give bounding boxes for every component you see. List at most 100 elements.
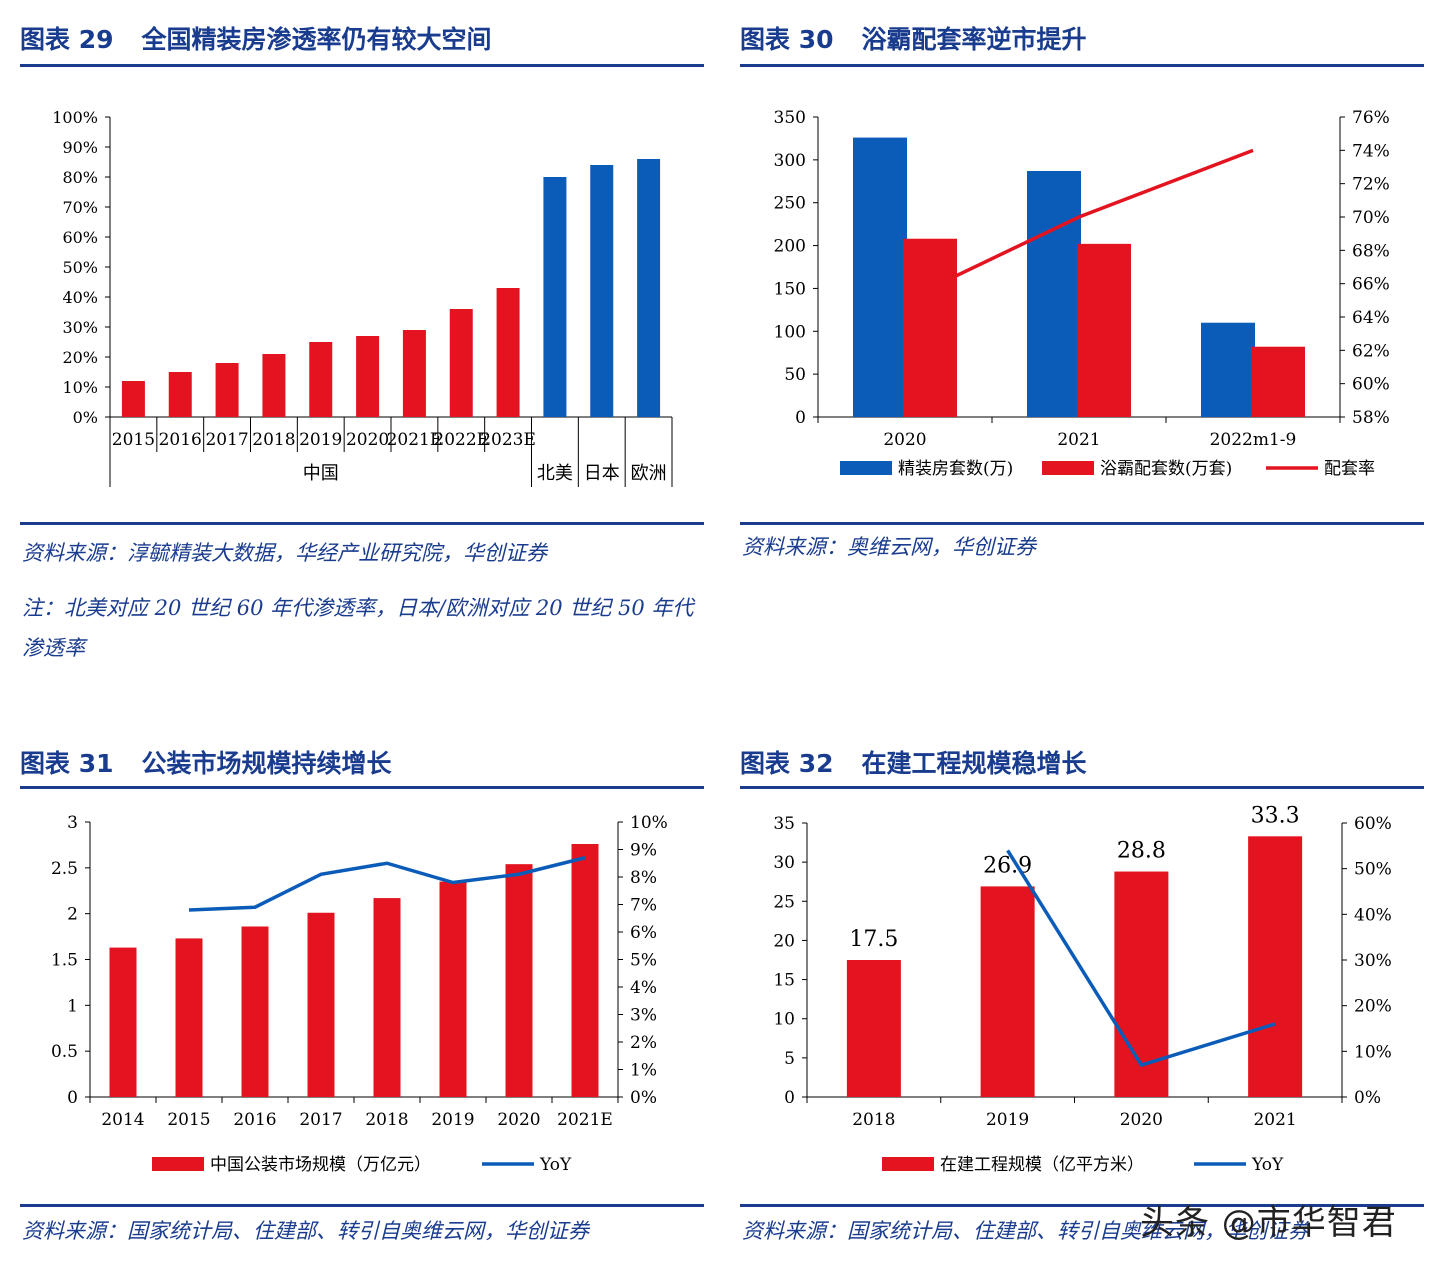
legend-swatch-bar: [840, 461, 892, 475]
bar-中国公装市场规模（万亿元）-2019: [439, 881, 467, 1097]
watermark: 头条 @市华智君: [1140, 1203, 1397, 1243]
data-label: 28.8: [1117, 839, 1166, 864]
bar-精装房套数(万)-2021: [1027, 171, 1081, 417]
x-tick-label: 2023E: [480, 430, 536, 450]
y-tick-label: 0%: [73, 408, 98, 427]
right-tick-label: 1%: [630, 1061, 657, 1081]
bar-浴霸配套数(万套)-2021: [1077, 243, 1131, 417]
line-配套率: [904, 148, 1254, 302]
bar-在建工程规模（亿平方米）-2019: [980, 886, 1035, 1097]
bar-2019: [309, 342, 333, 417]
legend-swatch-bar: [1042, 461, 1094, 475]
chart-32-title-text: 在建工程规模稳增长: [861, 749, 1087, 778]
right-tick-label: 72%: [1352, 175, 1390, 195]
x-tick-label: 2015: [167, 1110, 210, 1130]
group-label-china: 中国: [303, 463, 339, 484]
left-tick-label: 100: [774, 322, 806, 342]
left-tick-label: 2.5: [51, 859, 78, 879]
bar-2015: [121, 381, 145, 417]
left-tick-label: 15: [773, 971, 795, 991]
panel-chart-31: 图表 31 公装市场规模持续增长 0 0.5 1 1.5 2 2.5 3 0% 1% 2% 3% 4% 5…: [20, 744, 704, 1264]
y-tick-label: 50%: [62, 258, 98, 277]
panel-chart-32: 图表 32 在建工程规模稳增长 0 5 10 15 20 25 30 35 0% 10% 20% 30%…: [740, 744, 1424, 1264]
chart-30-top-rule: [740, 64, 1424, 67]
right-tick-label: 60%: [1352, 375, 1390, 395]
bar-2018: [262, 354, 286, 417]
bar-精装房套数(万)-2020: [853, 137, 907, 418]
chart-29-plot: 0%10%20%30%40%50%60%70%80%90%100%2015 201…: [52, 108, 673, 487]
chart-30-source: 资料来源：奥维云网，华创证券: [742, 535, 1036, 559]
x-tick-label: 2021E: [557, 1110, 613, 1130]
right-tick-label: 64%: [1352, 308, 1390, 328]
x-tick-label: 2019: [986, 1110, 1029, 1130]
chart-31-title-text: 公装市场规模持续增长: [141, 749, 392, 778]
y-tick-label: 70%: [62, 198, 98, 217]
left-tick-label: 250: [774, 194, 806, 214]
right-tick-label: 3%: [630, 1006, 657, 1026]
x-tick-label: 2022E: [433, 430, 489, 450]
chart-31-number: 图表 31: [20, 749, 114, 778]
right-tick-label: 68%: [1352, 241, 1390, 261]
y-tick-label: 100%: [52, 108, 98, 127]
chart-29-number: 图表 29: [20, 25, 114, 54]
group-label: 日本: [584, 463, 620, 484]
x-tick-label: 2021: [1253, 1110, 1296, 1130]
left-tick-label: 200: [774, 237, 806, 257]
bar-2016: [168, 372, 192, 417]
right-tick-label: 4%: [630, 978, 657, 998]
x-tick-label: 2021: [1057, 430, 1100, 450]
chart-31-top-rule: [20, 786, 704, 789]
group-label: 北美: [537, 463, 573, 484]
legend-label: 在建工程规模（亿平方米）: [940, 1155, 1144, 1175]
right-tick-label: 10%: [630, 813, 668, 833]
chart-30-title-text: 浴霸配套率逆市提升: [861, 25, 1087, 54]
right-tick-label: 40%: [1354, 905, 1392, 925]
right-tick-label: 66%: [1352, 275, 1390, 295]
left-tick-label: 30: [773, 853, 795, 873]
bar-中国公装市场规模（万亿元）-2020: [505, 864, 533, 1097]
panel-chart-30: 图表 30 浴霸配套率逆市提升 0 50 100 150 200 250 300 350 58% 6…: [740, 20, 1424, 580]
legend-label: 中国公装市场规模（万亿元）: [210, 1155, 431, 1175]
left-tick-label: 150: [774, 279, 806, 299]
bar-中国公装市场规模（万亿元）-2015: [175, 938, 203, 1097]
x-tick-label: 2018: [852, 1110, 895, 1130]
left-tick-label: 0: [784, 1088, 795, 1108]
line-YoY: [1006, 849, 1276, 1068]
chart-29-source: 资料来源：淳毓精装大数据，华经产业研究院，华创证券: [22, 541, 547, 565]
x-tick-label: 2015: [112, 430, 155, 450]
left-tick-label: 1.5: [51, 951, 78, 971]
chart-32-top-rule: [740, 786, 1424, 789]
x-tick-label: 2016: [233, 1110, 276, 1130]
legend-label: 精装房套数(万): [898, 459, 1013, 479]
right-tick-label: 10%: [1354, 1042, 1392, 1062]
chart-31-source: 资料来源：国家统计局、住建部、转引自奥维云网，华创证券: [22, 1219, 589, 1243]
x-tick-label: 2019: [299, 430, 342, 450]
y-tick-label: 20%: [62, 348, 98, 367]
left-tick-label: 20: [773, 931, 795, 951]
y-tick-label: 80%: [62, 168, 98, 187]
chart-30-plot: 0 50 100 150 200 250 300 350 58% 60% 62% 64% 66% 68% 7…: [774, 108, 1390, 479]
y-tick-label: 90%: [62, 138, 98, 157]
y-tick-label: 30%: [62, 318, 98, 337]
left-tick-label: 0.5: [51, 1042, 78, 1062]
chart-30-title: 图表 30 浴霸配套率逆市提升: [740, 20, 1087, 60]
right-tick-label: 20%: [1354, 997, 1392, 1017]
group-label: 欧洲: [631, 463, 667, 484]
left-tick-label: 0: [795, 408, 806, 428]
right-tick-label: 76%: [1352, 108, 1390, 128]
x-tick-label: 2022m1-9: [1210, 430, 1297, 450]
chart-29-note: 注：北美对应 20 世纪 60 年代渗透率，日本/欧洲对应 20 世纪 50 年…: [22, 596, 694, 660]
bar-中国公装市场规模（万亿元）-2018: [373, 898, 401, 1097]
left-tick-label: 50: [784, 365, 806, 385]
bar-2022E: [449, 309, 473, 417]
right-tick-label: 2%: [630, 1033, 657, 1053]
x-tick-label: 2021E: [387, 430, 443, 450]
x-tick-label: 2020: [497, 1110, 540, 1130]
left-tick-label: 5: [784, 1049, 795, 1069]
x-tick-label: 2020: [883, 430, 926, 450]
y-tick-label: 60%: [62, 228, 98, 247]
y-tick-label: 10%: [62, 378, 98, 397]
x-tick-label: 2020: [1120, 1110, 1163, 1130]
chart-30-number: 图表 30: [740, 25, 834, 54]
x-tick-label: 2014: [101, 1110, 144, 1130]
